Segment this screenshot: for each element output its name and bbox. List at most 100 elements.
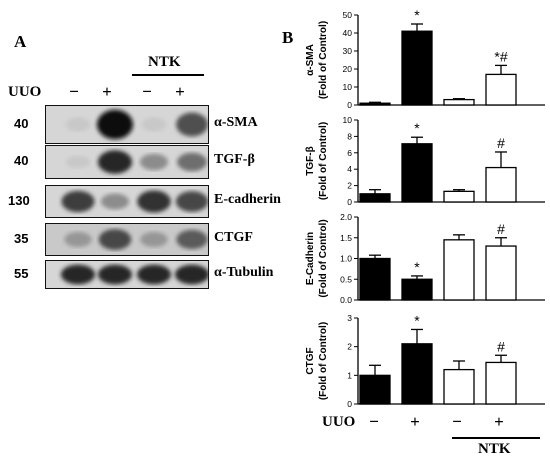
significance-marker: * xyxy=(414,7,420,23)
significance-marker: # xyxy=(497,135,505,151)
y-tick-label: 10 xyxy=(343,115,353,125)
bar xyxy=(485,245,517,301)
blot-band xyxy=(174,264,208,285)
y-axis-label-unit: (Fold of Control) xyxy=(318,21,329,99)
molecular-weight-label: 130 xyxy=(8,192,30,208)
protein-label: α-SMA xyxy=(214,114,258,130)
y-tick-label: 6 xyxy=(347,148,352,158)
blot-band xyxy=(64,231,92,248)
y-tick-label: 8 xyxy=(347,131,352,141)
protein-label: CTGF xyxy=(214,229,253,245)
bar xyxy=(485,73,517,106)
panel-b-label: B xyxy=(282,28,294,47)
blot-band xyxy=(139,153,169,171)
significance-marker: # xyxy=(497,338,505,354)
bar xyxy=(443,98,475,106)
blot-band xyxy=(100,193,130,210)
bar xyxy=(359,257,391,301)
panel-b-group-line xyxy=(452,437,540,439)
y-tick-label: 2.0 xyxy=(340,212,352,222)
y-tick-label: 0 xyxy=(347,100,352,110)
blot-band xyxy=(177,152,207,172)
bar xyxy=(359,374,391,405)
significance-marker: * xyxy=(414,312,420,328)
panel-a-row-label: UUO xyxy=(8,84,42,100)
y-axis-label-unit: (Fold of Control) xyxy=(318,122,329,200)
y-axis-label-unit: (Fold of Control) xyxy=(318,219,329,297)
y-axis-label: TGF-β xyxy=(305,146,316,175)
panel-b-sign: − xyxy=(452,412,462,431)
y-tick-label: 0.5 xyxy=(340,274,352,284)
y-tick-label: 1.0 xyxy=(340,254,352,264)
blot-band xyxy=(141,117,167,132)
y-tick-label: 40 xyxy=(343,28,353,38)
panel-b-row-label: UUO xyxy=(322,414,356,430)
blot-band xyxy=(98,229,132,250)
panel-b-sign: + xyxy=(494,412,504,431)
y-tick-label: 30 xyxy=(343,46,353,56)
y-tick-label: 4 xyxy=(347,164,352,174)
y-axis-label: CTGF xyxy=(305,347,316,374)
blot-band xyxy=(61,190,95,213)
significance-marker: * xyxy=(414,120,420,136)
blot-band xyxy=(176,229,208,250)
protein-label: E-cadherin xyxy=(214,191,281,207)
panel-b-sign: + xyxy=(410,412,420,431)
bar xyxy=(401,343,433,405)
bar xyxy=(443,368,475,405)
blot-band xyxy=(176,112,208,137)
blot-band xyxy=(97,264,133,285)
y-tick-label: 10 xyxy=(343,82,353,92)
panel-b-group-label: NTK xyxy=(478,441,511,457)
y-tick-label: 1 xyxy=(347,370,352,380)
blot-strip xyxy=(45,185,209,218)
blot-band xyxy=(97,109,133,140)
y-axis-label: E-Cadherin xyxy=(305,232,316,285)
blot-strip xyxy=(45,145,209,179)
panel-a-label: A xyxy=(14,32,27,51)
bar xyxy=(443,190,475,203)
bar xyxy=(401,278,433,301)
y-tick-label: 0 xyxy=(347,197,352,207)
bar xyxy=(359,193,391,203)
panel-a-group-label: NTK xyxy=(148,54,181,70)
bar xyxy=(443,239,475,301)
y-tick-label: 1.5 xyxy=(340,233,352,243)
molecular-weight-label: 40 xyxy=(14,115,29,131)
y-tick-label: 0 xyxy=(347,399,352,409)
y-tick-label: 2 xyxy=(347,181,352,191)
molecular-weight-label: 40 xyxy=(14,153,29,168)
panel-b-sign: − xyxy=(369,412,379,431)
blot-band xyxy=(136,264,172,285)
blot-band xyxy=(97,150,133,174)
panel-a-group-line xyxy=(132,74,204,76)
y-tick-label: 3 xyxy=(347,313,352,323)
blot-band xyxy=(60,264,96,285)
y-tick-label: 50 xyxy=(343,10,353,20)
y-axis-label: α-SMA xyxy=(305,44,316,76)
panel-a-sign: + xyxy=(102,82,112,101)
y-tick-label: 0.0 xyxy=(340,295,352,305)
protein-label: α-Tubulin xyxy=(214,264,274,280)
bar xyxy=(485,166,517,203)
blot-band xyxy=(175,191,208,212)
y-tick-label: 20 xyxy=(343,64,353,74)
bar xyxy=(401,30,433,106)
bar xyxy=(401,143,433,203)
blot-band xyxy=(137,190,171,213)
significance-marker: # xyxy=(497,221,505,237)
y-axis-label-unit: (Fold of Control) xyxy=(318,322,329,400)
molecular-weight-label: 55 xyxy=(14,265,29,281)
blot-band xyxy=(65,117,91,132)
panel-a-sign: + xyxy=(175,82,185,101)
panel-a-sign: − xyxy=(69,82,79,101)
molecular-weight-label: 35 xyxy=(14,230,29,246)
significance-marker: * xyxy=(414,259,420,275)
blot-band xyxy=(140,231,168,248)
y-tick-label: 2 xyxy=(347,342,352,352)
bar xyxy=(485,361,517,405)
bar xyxy=(359,102,391,106)
panel-a-sign: − xyxy=(142,82,152,101)
